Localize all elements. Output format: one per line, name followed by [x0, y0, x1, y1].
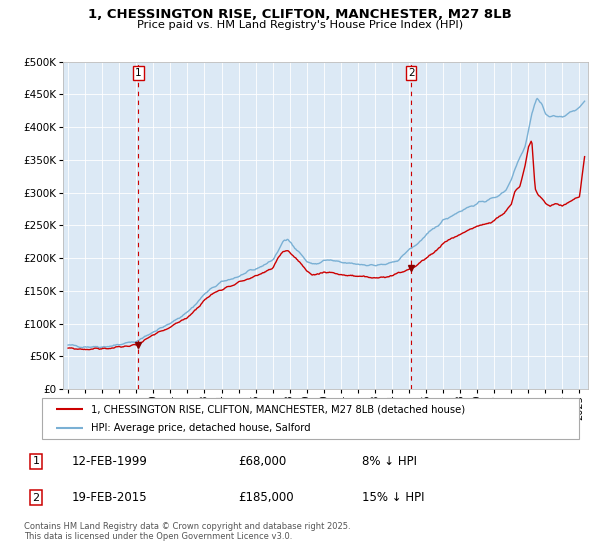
FancyBboxPatch shape — [42, 399, 580, 439]
Text: 12-FEB-1999: 12-FEB-1999 — [72, 455, 148, 468]
Text: 15% ↓ HPI: 15% ↓ HPI — [362, 491, 425, 504]
Text: 19-FEB-2015: 19-FEB-2015 — [72, 491, 148, 504]
Text: HPI: Average price, detached house, Salford: HPI: Average price, detached house, Salf… — [91, 423, 310, 433]
Text: 1, CHESSINGTON RISE, CLIFTON, MANCHESTER, M27 8LB: 1, CHESSINGTON RISE, CLIFTON, MANCHESTER… — [88, 8, 512, 21]
Text: 2: 2 — [408, 68, 415, 78]
Text: Contains HM Land Registry data © Crown copyright and database right 2025.
This d: Contains HM Land Registry data © Crown c… — [24, 522, 350, 542]
Text: Price paid vs. HM Land Registry's House Price Index (HPI): Price paid vs. HM Land Registry's House … — [137, 20, 463, 30]
Text: 1, CHESSINGTON RISE, CLIFTON, MANCHESTER, M27 8LB (detached house): 1, CHESSINGTON RISE, CLIFTON, MANCHESTER… — [91, 404, 465, 414]
Text: 2: 2 — [32, 493, 40, 503]
Text: 1: 1 — [32, 456, 40, 466]
Text: £185,000: £185,000 — [238, 491, 294, 504]
Text: 1: 1 — [135, 68, 142, 78]
Text: £68,000: £68,000 — [238, 455, 287, 468]
Text: 8% ↓ HPI: 8% ↓ HPI — [362, 455, 418, 468]
